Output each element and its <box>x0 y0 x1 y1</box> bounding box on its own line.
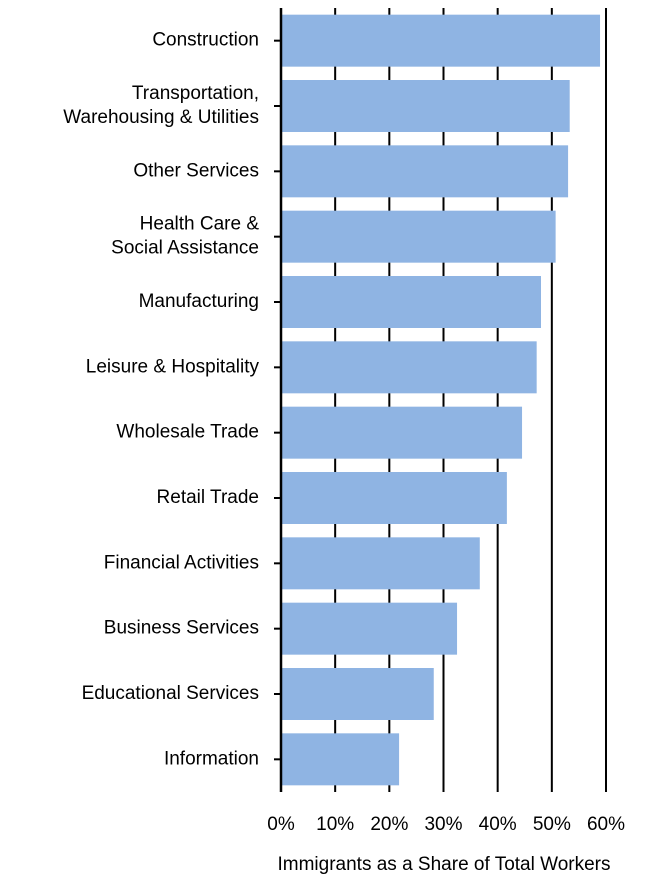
x-tick-label: 0% <box>267 814 295 835</box>
y-tick-label: Wholesale Trade <box>116 422 259 443</box>
bar <box>281 14 601 67</box>
bar <box>281 276 541 328</box>
y-tick-label: Transportation, Warehousing & Utilities <box>63 83 259 128</box>
y-tick-label: Leisure & Hospitality <box>86 356 260 377</box>
y-tick-label: Construction <box>152 30 259 51</box>
bar <box>281 472 507 524</box>
y-tick-label: Retail Trade <box>157 487 259 508</box>
bar <box>281 602 458 655</box>
x-tick-label: 50% <box>533 814 571 835</box>
y-tick-label: Information <box>164 748 259 769</box>
bar <box>281 210 556 263</box>
bar <box>281 733 400 786</box>
bar <box>281 341 537 394</box>
x-axis-title: Immigrants as a Share of Total Workers <box>278 854 611 875</box>
y-tick-label: Educational Services <box>82 683 259 704</box>
y-tick-label: Business Services <box>104 618 259 639</box>
bar <box>281 537 480 590</box>
y-tick-label: Health Care & Social Assistance <box>111 214 259 259</box>
bar <box>281 406 523 459</box>
x-tick-label: 10% <box>316 814 354 835</box>
bar <box>281 668 434 720</box>
x-tick-label: 20% <box>370 814 408 835</box>
bar <box>281 145 569 198</box>
x-tick-label: 30% <box>424 814 462 835</box>
y-tick-label: Other Services <box>133 160 259 181</box>
bar <box>281 80 570 132</box>
x-tick-label: 40% <box>479 814 517 835</box>
y-tick-label: Manufacturing <box>139 291 259 312</box>
x-tick-label: 60% <box>587 814 625 835</box>
y-tick-label: Financial Activities <box>104 552 259 573</box>
